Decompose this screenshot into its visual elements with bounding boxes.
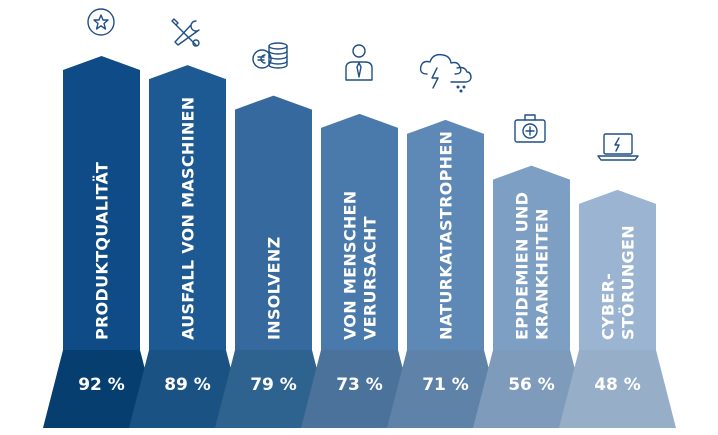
- bar-2: [149, 65, 226, 350]
- bar-base-6: [473, 350, 590, 428]
- value-label-5: 71 %: [422, 375, 469, 395]
- labels-layer: PRODUKTQUALITÄT AUSFALL VON MASCHINEN INSO…: [93, 97, 638, 340]
- values-layer: 92 % 89 % 79 % 73 % 71 % 56 % 48 %: [78, 375, 641, 395]
- first-aid-kit-icon: [514, 114, 546, 143]
- value-label-3: 79 %: [250, 375, 297, 395]
- category-label-line: PRODUKTQUALITÄT: [93, 162, 112, 340]
- bar-base-2: [129, 350, 246, 428]
- category-label-4: VON MENSCHEN VERURSACHT: [341, 191, 380, 340]
- laptop-lightning-icon: [597, 133, 639, 161]
- bar-7: [579, 189, 656, 350]
- bar-base-7: [559, 350, 676, 428]
- value-label-6: 56 %: [508, 375, 555, 395]
- bar-6: [493, 165, 570, 350]
- tools-icon: [171, 18, 200, 47]
- bar-base-4: [301, 350, 418, 428]
- star-badge-icon: [87, 8, 115, 36]
- value-label-4: 73 %: [336, 375, 383, 395]
- category-label-line: STÖRUNGEN: [619, 225, 638, 340]
- value-label-2: 89 %: [164, 375, 211, 395]
- bar-3: [235, 95, 312, 350]
- bar-base-1: [43, 350, 160, 428]
- category-label-line: VERURSACHT: [361, 216, 380, 340]
- category-label-line: EPIDEMIEN UND: [513, 192, 532, 340]
- category-label-7: CYBER- STÖRUNGEN: [599, 225, 638, 340]
- category-label-line: VON MENSCHEN: [341, 191, 360, 340]
- category-label-line: NATURKATASTROPHEN: [437, 131, 456, 340]
- bar-4: [321, 113, 398, 351]
- value-label-7: 48 %: [594, 375, 641, 395]
- category-label-line: CYBER-: [599, 273, 618, 340]
- bars-layer: [43, 56, 676, 428]
- person-icon: [345, 44, 373, 81]
- category-label-line: KRANKHEITEN: [533, 208, 552, 340]
- category-label-line: AUSFALL VON MASCHINEN: [179, 97, 198, 340]
- storm-cloud-icon: [419, 53, 472, 93]
- coins-euro-icon: [252, 42, 288, 69]
- category-label-1: PRODUKTQUALITÄT: [93, 162, 112, 340]
- category-label-2: AUSFALL VON MASCHINEN: [179, 97, 198, 340]
- bar-1: [63, 56, 140, 350]
- bar-base-3: [215, 350, 332, 428]
- value-label-1: 92 %: [78, 375, 125, 395]
- category-label-3: INSOLVENZ: [265, 237, 284, 340]
- category-label-5: NATURKATASTROPHEN: [437, 131, 456, 340]
- bar-base-5: [387, 350, 504, 428]
- category-label-6: EPIDEMIEN UND KRANKHEITEN: [513, 192, 552, 340]
- category-label-line: INSOLVENZ: [265, 237, 284, 340]
- bar-5: [407, 119, 484, 350]
